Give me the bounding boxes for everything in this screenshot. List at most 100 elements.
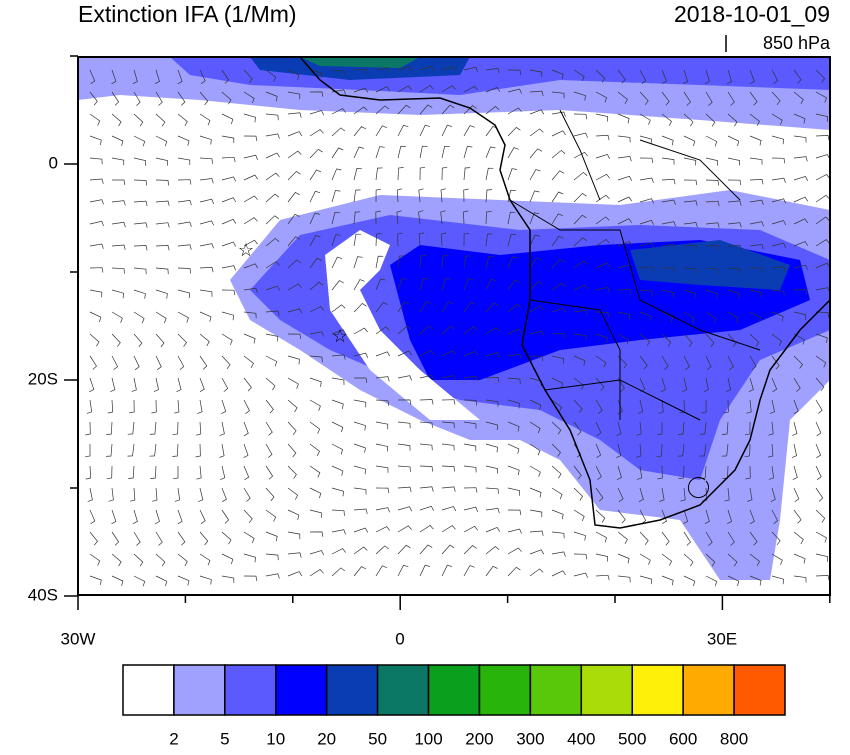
wind-barb	[639, 113, 651, 125]
wind-barb	[793, 377, 801, 392]
lon-label: 30E	[707, 629, 737, 648]
wind-barb	[815, 69, 826, 83]
wind-barb	[287, 509, 300, 520]
wind-barb	[661, 311, 674, 323]
wind-barb	[110, 377, 116, 393]
wind-barb	[353, 566, 367, 577]
wind-barb	[155, 575, 168, 587]
lat-label: 0	[49, 153, 58, 172]
wind-barb	[195, 443, 201, 458]
wind-barb	[705, 179, 719, 186]
wind-barb	[616, 421, 622, 437]
wind-barb	[221, 218, 237, 225]
wind-barb	[683, 509, 689, 525]
wind-barb	[105, 443, 113, 457]
wind-barb	[221, 531, 232, 545]
wind-barb	[441, 145, 450, 159]
wind-barb	[419, 124, 431, 137]
wind-barb	[309, 377, 322, 387]
wind-barb	[89, 267, 104, 273]
wind-barb	[749, 575, 762, 586]
wind-barb	[529, 128, 544, 137]
wind-barb	[243, 113, 256, 123]
wind-barb	[815, 531, 827, 543]
wind-barb	[440, 210, 446, 225]
wind-barb	[419, 465, 434, 472]
wind-barb	[133, 222, 148, 228]
wind-barb	[133, 113, 144, 127]
wind-barb	[418, 232, 425, 247]
wind-barb	[617, 69, 626, 84]
wind-barb	[199, 531, 209, 546]
wind-barb	[699, 421, 707, 435]
wind-barb	[309, 399, 321, 411]
wind-barb	[243, 509, 253, 524]
wind-barb	[815, 553, 829, 562]
wind-barb	[617, 196, 632, 203]
wind-barb	[375, 507, 390, 513]
wind-barb	[573, 284, 588, 291]
wind-barb	[636, 465, 643, 480]
wind-barb	[331, 190, 341, 203]
wind-barb	[617, 218, 632, 225]
wind-barb	[89, 199, 104, 205]
wind-barb	[243, 239, 258, 247]
wind-barb	[287, 531, 301, 540]
wind-barb	[683, 531, 691, 546]
wind-barb	[617, 240, 633, 247]
wind-barb	[683, 91, 691, 106]
wind-barb	[287, 259, 302, 269]
wind-barb	[111, 157, 125, 166]
wind-barb	[265, 487, 275, 502]
wind-barb	[815, 174, 830, 181]
wind-barb	[331, 487, 344, 497]
wind-barb	[353, 465, 366, 475]
coastline	[299, 57, 830, 529]
wind-barb	[793, 241, 808, 247]
wind-barb	[419, 104, 433, 115]
wind-barb	[177, 200, 192, 206]
wind-barb	[727, 135, 740, 147]
wind-barb	[573, 192, 587, 203]
wind-barb	[463, 565, 475, 577]
wind-barb	[485, 302, 499, 313]
wind-barb	[243, 355, 254, 368]
wind-barb	[309, 569, 324, 577]
wind-barb	[463, 487, 478, 493]
wind-barb	[705, 245, 720, 251]
wind-barb	[678, 465, 685, 479]
wind-barb	[375, 105, 390, 115]
colorbar-label: 10	[266, 729, 285, 748]
wind-barb	[485, 508, 500, 514]
wind-barb	[678, 421, 685, 435]
wind-barb	[551, 235, 564, 247]
wind-barb	[617, 289, 632, 295]
colorbar-box	[529, 664, 583, 716]
wind-barb	[418, 188, 424, 203]
wind-barb	[174, 487, 181, 502]
wind-barb	[221, 69, 230, 84]
wind-barb	[419, 421, 433, 428]
wind-barb	[111, 91, 120, 106]
wind-barb	[309, 465, 321, 478]
wind-barb	[419, 350, 434, 357]
wind-barb	[309, 306, 324, 313]
wind-barb	[132, 69, 138, 85]
wind-barb	[463, 506, 479, 512]
clean-tongue	[325, 230, 480, 420]
wind-barb	[463, 66, 479, 72]
wind-barb	[683, 289, 696, 299]
wind-barb	[699, 443, 707, 457]
wind-barb	[617, 91, 628, 104]
wind-barb	[573, 113, 588, 120]
wind-barb	[639, 198, 655, 204]
wind-barb	[397, 375, 412, 381]
wind-barb	[353, 189, 361, 203]
wind-barb	[152, 487, 158, 502]
wind-barb	[507, 234, 517, 247]
wind-barb	[815, 487, 824, 502]
wind-barb	[199, 157, 213, 164]
wind-barb	[221, 487, 227, 503]
wind-barb	[265, 237, 280, 247]
wind-barb	[195, 421, 202, 436]
